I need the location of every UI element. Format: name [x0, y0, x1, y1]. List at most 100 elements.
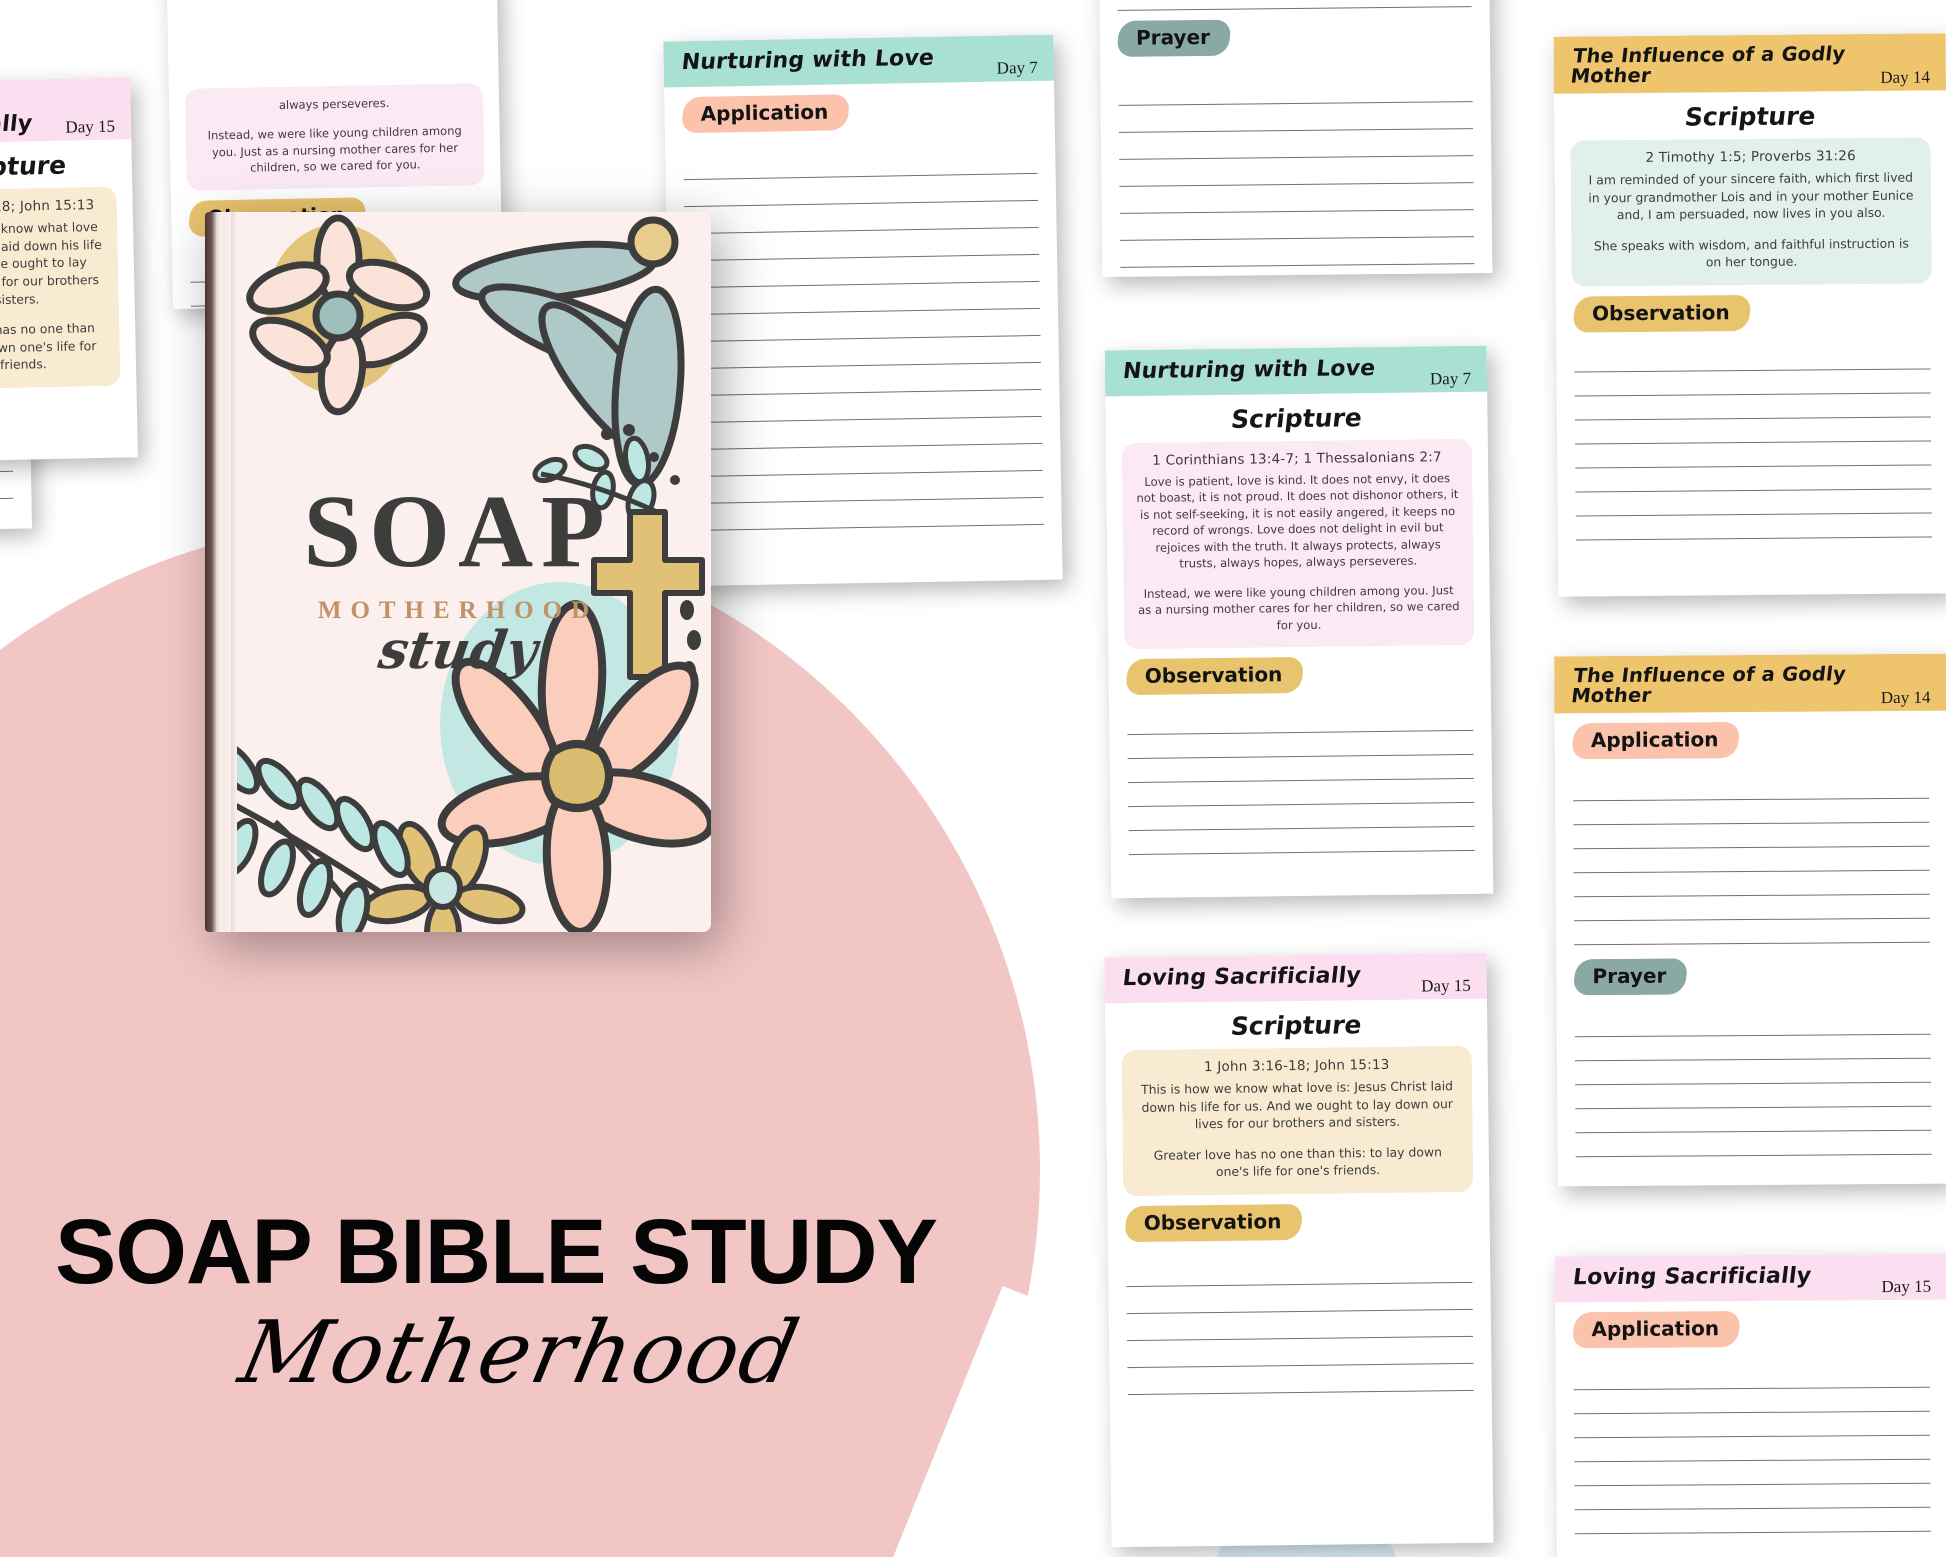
writing-line[interactable] — [0, 471, 14, 502]
page-loving-scripture[interactable]: Loving Sacrificially Day 15 Scripture 1 … — [1104, 952, 1494, 1548]
verse-box: always perseveres. Instead, we were like… — [184, 83, 485, 192]
verse-text-1: This is how we know what love is: Jesus … — [1140, 1078, 1454, 1132]
page-header: Loving Sacrificially Day 15 — [1554, 1253, 1946, 1303]
writing-line[interactable] — [1573, 822, 1930, 850]
writing-line[interactable] — [1128, 826, 1475, 856]
writing-line[interactable] — [1574, 417, 1932, 445]
writing-line[interactable] — [1574, 918, 1931, 946]
page-nurturing-scripture[interactable]: Nurturing with Love Day 7 Scripture 1 Co… — [1104, 345, 1494, 899]
writing-lines[interactable] — [1572, 774, 1931, 946]
writing-line[interactable] — [1575, 513, 1932, 541]
writing-line[interactable] — [689, 497, 1044, 532]
pill-label: Application — [1590, 727, 1719, 753]
writing-line[interactable] — [1119, 183, 1474, 214]
writing-lines[interactable] — [1573, 1363, 1931, 1535]
section-title-scripture: Scripture — [1229, 1010, 1364, 1041]
verse-text-2: Greater love has no one than this: to la… — [1153, 1144, 1443, 1180]
writing-line[interactable] — [1574, 1034, 1931, 1062]
pill-application[interactable]: Application — [1570, 722, 1741, 760]
writing-line[interactable] — [1573, 870, 1930, 898]
page-title: The Influence of a Godly Mother — [1569, 662, 1848, 708]
writing-lines[interactable] — [1118, 75, 1475, 278]
pill-observation[interactable]: Observation — [1124, 657, 1305, 696]
writing-line[interactable] — [1120, 237, 1475, 268]
writing-line[interactable] — [1574, 393, 1931, 421]
writing-line[interactable] — [1575, 1082, 1932, 1110]
verse-reference: 1 John 3:16-18; John 15:13 — [1203, 1056, 1390, 1076]
writing-line[interactable] — [1126, 1309, 1474, 1342]
writing-line[interactable] — [1575, 1106, 1932, 1134]
writing-line[interactable] — [1573, 894, 1930, 922]
writing-lines[interactable] — [1574, 1010, 1932, 1158]
pill-label: Prayer — [1592, 963, 1667, 989]
verse-text-2: Instead, we were like young children amo… — [207, 123, 462, 175]
pill-prayer[interactable]: Prayer — [1572, 958, 1689, 996]
writing-line[interactable] — [1574, 1435, 1931, 1463]
writing-line[interactable] — [1575, 1130, 1932, 1158]
book-spine — [205, 212, 231, 932]
writing-lines[interactable] — [683, 146, 1044, 532]
book-cover[interactable]: SOAP MOTHERHOOD study — [205, 212, 711, 932]
poster-title-block: SOAP BIBLE STUDY Motherhood — [55, 1206, 985, 1403]
verse-text-1: Love is patient, love is kind. It does n… — [1136, 471, 1459, 571]
daisy-flower-small-gold — [360, 820, 526, 932]
writing-lines-upper[interactable] — [1117, 0, 1472, 11]
writing-line[interactable] — [1575, 489, 1932, 517]
page-title: Nurturing with Love — [1121, 356, 1377, 385]
pill-label: Prayer — [1135, 24, 1211, 50]
sprig-aqua-upper — [532, 435, 659, 522]
writing-line[interactable] — [1572, 774, 1930, 802]
verse-box: 1 Corinthians 13:4-7; 1 Thessalonians 2:… — [1121, 438, 1475, 650]
writing-line[interactable] — [1574, 1507, 1931, 1535]
writing-line[interactable] — [1574, 1010, 1931, 1038]
writing-line[interactable] — [1574, 369, 1931, 397]
page-header: The Influence of a Godly Mother Day 14 — [1554, 653, 1946, 714]
book-page-edge — [231, 212, 237, 932]
writing-line[interactable] — [1126, 1282, 1473, 1315]
verse-box: 1 John 3:16-18; John 15:13 This is how w… — [1121, 1045, 1474, 1197]
page-loving-scripture-left[interactable]: Loving Sacrificially Day 15 Scripture 1 … — [0, 77, 138, 463]
writing-line[interactable] — [1574, 1483, 1931, 1511]
writing-line[interactable] — [1574, 1459, 1931, 1487]
writing-line[interactable] — [1118, 75, 1473, 106]
writing-line[interactable] — [1575, 465, 1932, 493]
writing-line[interactable] — [1118, 129, 1474, 160]
writing-lines[interactable] — [1126, 1255, 1474, 1396]
page-godly-mother-application[interactable]: The Influence of a Godly Mother Day 14 A… — [1554, 653, 1946, 1187]
cover-word-soap: SOAP — [303, 474, 613, 589]
writing-line[interactable] — [1573, 846, 1930, 874]
pill-prayer[interactable]: Prayer — [1115, 19, 1232, 57]
writing-line[interactable] — [1573, 798, 1930, 826]
writing-line[interactable] — [1119, 210, 1475, 241]
writing-line[interactable] — [1575, 441, 1932, 469]
writing-line[interactable] — [1574, 1058, 1932, 1086]
writing-line[interactable] — [1573, 1411, 1931, 1439]
writing-line[interactable] — [1574, 345, 1931, 373]
page-godly-mother-scripture[interactable]: The Influence of a Godly Mother Day 14 S… — [1553, 33, 1946, 597]
page-day: Day 7 — [996, 57, 1038, 78]
writing-line[interactable] — [1117, 0, 1472, 11]
writing-line[interactable] — [1573, 1363, 1930, 1391]
writing-line[interactable] — [1573, 1387, 1930, 1415]
book-cover-face: SOAP MOTHERHOOD study — [205, 212, 711, 932]
writing-line[interactable] — [1127, 1336, 1474, 1369]
writing-line[interactable] — [1118, 102, 1473, 133]
writing-line[interactable] — [1126, 1255, 1473, 1288]
page-loving-application[interactable]: Loving Sacrificially Day 15 Application — [1554, 1253, 1946, 1557]
verse-reference: 1 John 3:16-18; John 15:13 — [0, 197, 95, 217]
writing-line[interactable] — [1127, 1363, 1474, 1396]
page-nurturing-prayer[interactable]: Prayer — [1097, 0, 1493, 278]
page-header: Loving Sacrificially Day 15 — [1104, 952, 1487, 1004]
pill-observation[interactable]: Observation — [1123, 1203, 1304, 1243]
writing-lines[interactable] — [1574, 345, 1932, 541]
pill-observation[interactable]: Observation — [1571, 294, 1752, 333]
palm-leaf-fan — [452, 216, 685, 489]
page-day: Day 15 — [1881, 1276, 1932, 1297]
page-day: Day 14 — [1880, 687, 1931, 708]
pill-application[interactable]: Application — [680, 94, 851, 134]
page-nurturing-application[interactable]: Nurturing with Love Day 7 Application — [663, 34, 1063, 587]
writing-lines[interactable] — [1127, 706, 1475, 856]
writing-line[interactable] — [1119, 156, 1474, 187]
pill-application[interactable]: Application — [1571, 1311, 1741, 1349]
